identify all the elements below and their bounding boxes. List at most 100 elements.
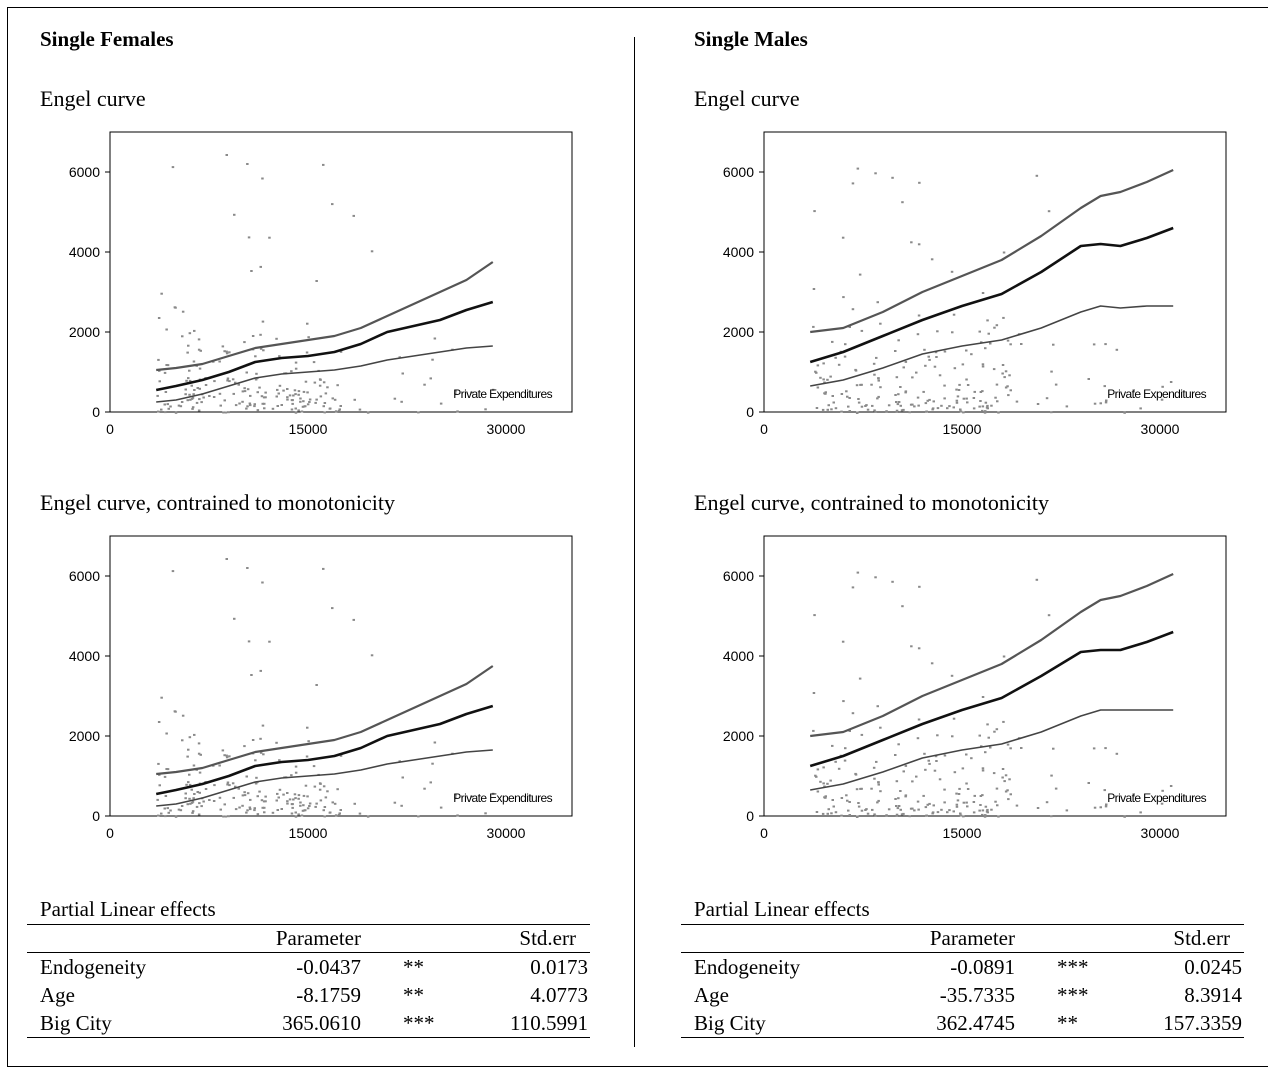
scatter-point — [948, 809, 951, 812]
scatter-point — [834, 407, 838, 410]
scatter-point — [277, 392, 280, 395]
scatter-point — [913, 809, 916, 812]
scatter-point — [1004, 386, 1008, 389]
scatter-point — [282, 389, 285, 392]
scatter-point — [251, 739, 255, 741]
y-tick-label: 4000 — [723, 648, 754, 664]
scatter-point — [814, 774, 817, 777]
scatter-point — [822, 378, 825, 381]
scatter-point — [824, 391, 827, 394]
scatter-point — [961, 767, 965, 770]
scatter-point — [875, 356, 878, 359]
scatter-point — [192, 797, 195, 800]
scatter-point — [955, 388, 958, 391]
scatter-point — [160, 292, 163, 295]
scatter-point — [393, 801, 397, 804]
scatter-point — [823, 392, 826, 395]
scatter-point — [254, 378, 258, 380]
scatter-point — [456, 814, 459, 817]
x-tick-label: 15000 — [943, 421, 982, 437]
x-tick-label: 15000 — [943, 825, 982, 841]
scatter-point — [224, 411, 228, 414]
scatter-point — [848, 397, 851, 399]
scatter-point — [910, 645, 913, 648]
scatter-point — [845, 794, 848, 797]
scatter-point — [938, 778, 942, 781]
scatter-point — [955, 401, 959, 404]
scatter-point — [1047, 210, 1051, 213]
scatter-point — [213, 784, 216, 787]
panel-single-females: Single Females Engel curve 0 2000 4000 6000… — [0, 0, 620, 1082]
scatter-point — [294, 367, 298, 370]
scatter-point — [840, 410, 843, 413]
scatter-point — [433, 337, 437, 340]
scatter-point — [456, 410, 459, 413]
scatter-point — [249, 798, 252, 801]
scatter-point — [860, 733, 864, 736]
scatter-point — [924, 768, 927, 771]
scatter-point — [315, 398, 318, 401]
scatter-point — [1003, 780, 1006, 783]
scatter-point — [308, 802, 312, 805]
scatter-point — [174, 815, 178, 818]
scatter-point — [197, 348, 201, 351]
x-tick-label: 30000 — [1141, 421, 1180, 437]
scatter-point — [278, 788, 282, 791]
scatter-point — [846, 799, 849, 802]
scatter-point — [927, 355, 930, 358]
scatter-point — [212, 800, 216, 802]
scatter-point — [1001, 776, 1004, 779]
scatter-point — [288, 798, 292, 801]
scatter-point — [294, 811, 297, 814]
scatter-point — [304, 784, 308, 787]
scatter-point — [275, 395, 278, 398]
scatter-point — [904, 795, 907, 798]
scatter-point — [180, 401, 184, 403]
scatter-point — [984, 751, 987, 754]
scatter-point — [943, 397, 946, 400]
scatter-point — [1004, 790, 1008, 793]
scatter-point — [297, 409, 300, 412]
scatter-point — [978, 330, 981, 333]
row-se: 157.3359 — [1103, 1009, 1244, 1038]
table-header-row: Parameter Std.err — [681, 924, 1244, 953]
scatter-point — [278, 384, 282, 387]
row-se: 0.0245 — [1184, 955, 1242, 979]
scatter-point — [276, 792, 279, 795]
scatter-point — [204, 384, 208, 386]
scatter-point — [816, 790, 820, 793]
scatter-point — [814, 370, 817, 373]
series-line — [810, 709, 1174, 791]
x-tick-label: 30000 — [1141, 825, 1180, 841]
scatter-point — [193, 389, 196, 391]
scatter-point — [370, 250, 374, 253]
scatter-point — [981, 390, 984, 393]
scatter-point — [302, 794, 306, 797]
scatter-point — [286, 792, 289, 794]
scatter-point — [965, 753, 968, 756]
scatter-point — [160, 696, 163, 699]
scatter-point — [263, 806, 266, 809]
scatter-point — [943, 350, 947, 353]
series-line — [156, 261, 494, 372]
scatter-point — [830, 812, 833, 815]
scatter-point — [895, 376, 899, 379]
scatter-point — [1004, 774, 1008, 777]
series-line — [155, 704, 494, 796]
x-tick-label: 0 — [760, 825, 768, 841]
scatter-point — [843, 355, 847, 358]
scatter-point — [822, 782, 825, 785]
scatter-point — [1169, 785, 1173, 787]
scatter-point — [995, 787, 999, 790]
panel-divider — [634, 37, 635, 1047]
scatter-point — [358, 408, 362, 411]
scatter-point — [163, 775, 167, 778]
scatter-point — [895, 813, 899, 816]
scatter-point — [225, 756, 229, 759]
scatter-point — [246, 388, 250, 391]
scatter-point — [263, 811, 266, 814]
scatter-point — [237, 383, 240, 386]
scatter-point — [848, 326, 851, 328]
scatter-point — [900, 813, 904, 816]
scatter-point — [258, 790, 261, 793]
